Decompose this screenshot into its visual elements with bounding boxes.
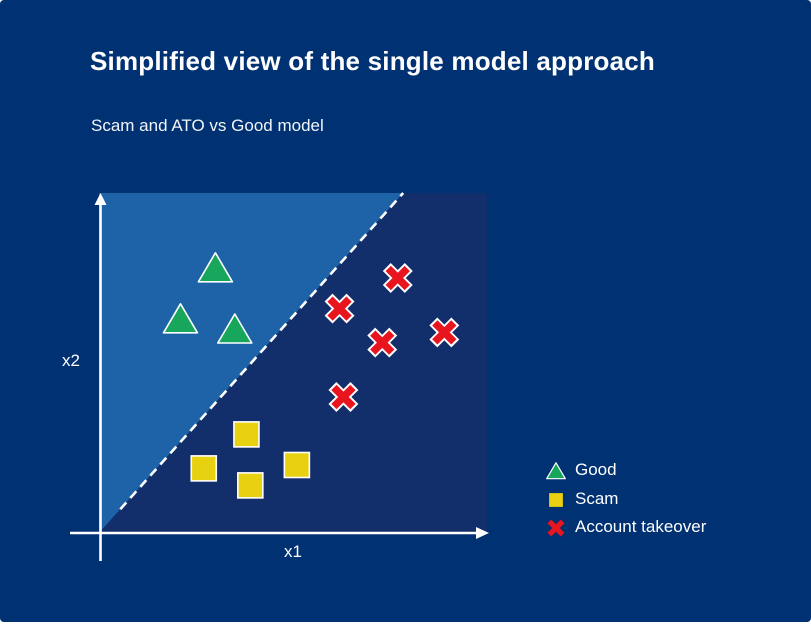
square-marker (233, 421, 260, 448)
legend: Good Scam Account takeover (546, 460, 706, 537)
x-axis-label: x1 (284, 542, 302, 561)
x-marker (547, 519, 565, 537)
decision-boundary-line (119, 192, 405, 511)
square-marker (549, 492, 563, 507)
x-marker (385, 265, 410, 291)
legend-item-account-takeover: Account takeover (546, 517, 706, 537)
square-marker (190, 455, 218, 482)
series-good (162, 252, 253, 344)
legend-label-scam: Scam (575, 488, 619, 508)
account-takeover-x-icon (547, 519, 565, 537)
good-triangle-icon (546, 462, 566, 480)
triangle-marker (217, 313, 253, 344)
legend-label-good: Good (575, 460, 617, 479)
page-title: Simplified view of the single model appr… (90, 46, 656, 76)
series-account-takeover (324, 263, 460, 412)
legend-item-good: Good (546, 460, 706, 480)
x-axis-arrow (476, 527, 489, 539)
square-marker (283, 451, 311, 479)
triangle-marker (162, 302, 199, 334)
series-scam (190, 421, 311, 499)
x-marker (327, 296, 352, 321)
triangle-marker (546, 462, 566, 480)
y-axis-label: x2 (62, 351, 80, 370)
x-marker (432, 320, 457, 345)
legend-item-scam: Scam (546, 489, 706, 509)
x-marker (331, 384, 356, 410)
y-axis-arrow (94, 193, 107, 205)
x-marker (370, 330, 395, 355)
triangle-marker (197, 252, 234, 283)
page-subtitle: Scam and ATO vs Good model (91, 116, 324, 135)
scam-square-icon (549, 492, 563, 507)
legend-label-account-takeover: Account takeover (575, 517, 707, 536)
square-marker (237, 472, 264, 499)
